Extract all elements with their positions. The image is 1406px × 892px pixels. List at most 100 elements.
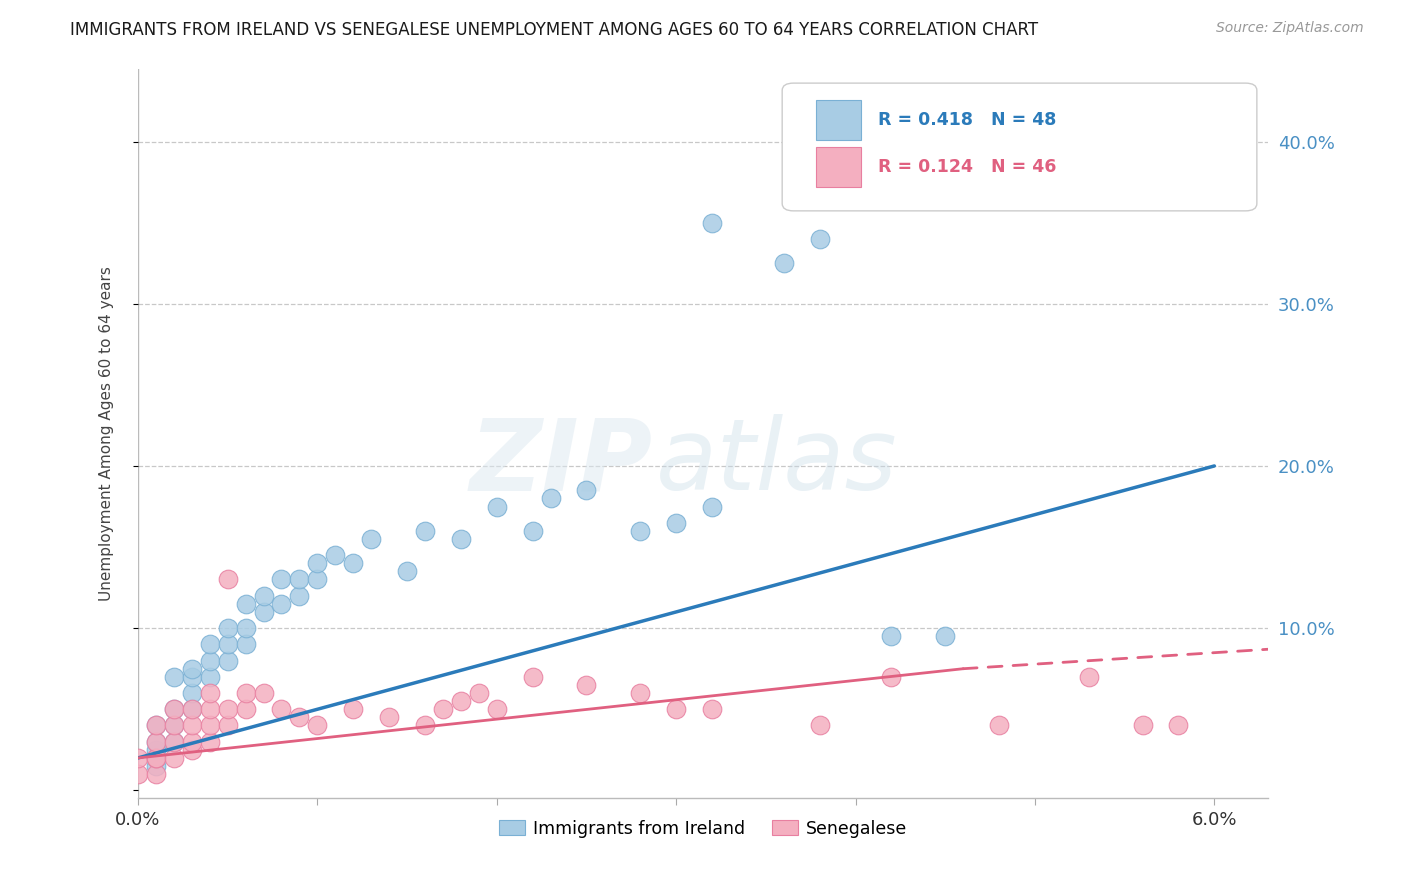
Point xyxy=(235,686,257,700)
Text: R = 0.418   N = 48: R = 0.418 N = 48 xyxy=(879,111,1057,128)
Point xyxy=(252,589,274,603)
Point xyxy=(127,767,149,781)
Point xyxy=(307,556,329,570)
Point xyxy=(485,702,508,716)
Point xyxy=(217,718,239,732)
Point xyxy=(217,654,239,668)
Text: atlas: atlas xyxy=(655,414,897,511)
Point xyxy=(198,702,221,716)
Point xyxy=(180,670,202,684)
Point xyxy=(163,718,186,732)
Point xyxy=(378,710,401,724)
FancyBboxPatch shape xyxy=(815,147,862,187)
Legend: Immigrants from Ireland, Senegalese: Immigrants from Ireland, Senegalese xyxy=(492,813,914,845)
Point xyxy=(575,678,598,692)
Point xyxy=(145,718,167,732)
Point xyxy=(270,597,292,611)
Point xyxy=(198,735,221,749)
Point xyxy=(700,500,723,514)
Text: R = 0.124   N = 46: R = 0.124 N = 46 xyxy=(879,158,1057,176)
Point xyxy=(180,702,202,716)
Point xyxy=(145,751,167,765)
FancyBboxPatch shape xyxy=(782,83,1257,211)
Point xyxy=(145,767,167,781)
Point xyxy=(772,256,794,270)
Point xyxy=(700,702,723,716)
Point xyxy=(450,532,472,546)
Point xyxy=(628,524,651,538)
Point xyxy=(880,670,903,684)
Point xyxy=(180,686,202,700)
Point xyxy=(217,573,239,587)
Point xyxy=(522,524,544,538)
Point xyxy=(235,702,257,716)
Point xyxy=(252,605,274,619)
Point xyxy=(145,743,167,757)
Point xyxy=(252,686,274,700)
Point xyxy=(180,662,202,676)
Y-axis label: Unemployment Among Ages 60 to 64 years: Unemployment Among Ages 60 to 64 years xyxy=(100,266,114,601)
Point xyxy=(665,516,688,530)
Point xyxy=(145,751,167,765)
Point xyxy=(180,702,202,716)
Point xyxy=(1167,718,1189,732)
Point xyxy=(198,637,221,651)
Point xyxy=(307,573,329,587)
Point xyxy=(1132,718,1154,732)
Point xyxy=(180,735,202,749)
Point xyxy=(880,629,903,643)
Point xyxy=(235,597,257,611)
Point xyxy=(432,702,454,716)
Point xyxy=(934,629,956,643)
Point xyxy=(540,491,562,506)
Point xyxy=(235,637,257,651)
Point xyxy=(288,710,311,724)
Point xyxy=(163,735,186,749)
Text: IMMIGRANTS FROM IRELAND VS SENEGALESE UNEMPLOYMENT AMONG AGES 60 TO 64 YEARS COR: IMMIGRANTS FROM IRELAND VS SENEGALESE UN… xyxy=(70,21,1039,38)
Point xyxy=(288,573,311,587)
Point xyxy=(288,589,311,603)
Text: ZIP: ZIP xyxy=(470,414,652,511)
Point xyxy=(198,686,221,700)
Point xyxy=(323,548,346,562)
Point xyxy=(468,686,491,700)
Point xyxy=(163,702,186,716)
Point xyxy=(700,216,723,230)
Point xyxy=(575,483,598,498)
Point xyxy=(360,532,382,546)
Point xyxy=(163,751,186,765)
Point xyxy=(485,500,508,514)
Point xyxy=(180,718,202,732)
Point xyxy=(665,702,688,716)
Point xyxy=(413,718,436,732)
Point xyxy=(270,702,292,716)
Point xyxy=(145,735,167,749)
Point xyxy=(198,670,221,684)
Point xyxy=(198,654,221,668)
Point xyxy=(450,694,472,708)
Point xyxy=(988,718,1011,732)
Point xyxy=(145,751,167,765)
Point xyxy=(145,718,167,732)
Point xyxy=(808,232,831,246)
Point xyxy=(163,670,186,684)
FancyBboxPatch shape xyxy=(815,100,862,140)
Point xyxy=(522,670,544,684)
Point xyxy=(396,565,419,579)
Point xyxy=(342,556,364,570)
Point xyxy=(163,718,186,732)
Point xyxy=(808,718,831,732)
Point xyxy=(270,573,292,587)
Point xyxy=(163,735,186,749)
Point xyxy=(127,751,149,765)
Point xyxy=(217,637,239,651)
Point xyxy=(180,743,202,757)
Text: Source: ZipAtlas.com: Source: ZipAtlas.com xyxy=(1216,21,1364,35)
Point xyxy=(1077,670,1099,684)
Point xyxy=(217,702,239,716)
Point xyxy=(217,621,239,635)
Point xyxy=(628,686,651,700)
Point xyxy=(145,735,167,749)
Point xyxy=(198,718,221,732)
Point xyxy=(307,718,329,732)
